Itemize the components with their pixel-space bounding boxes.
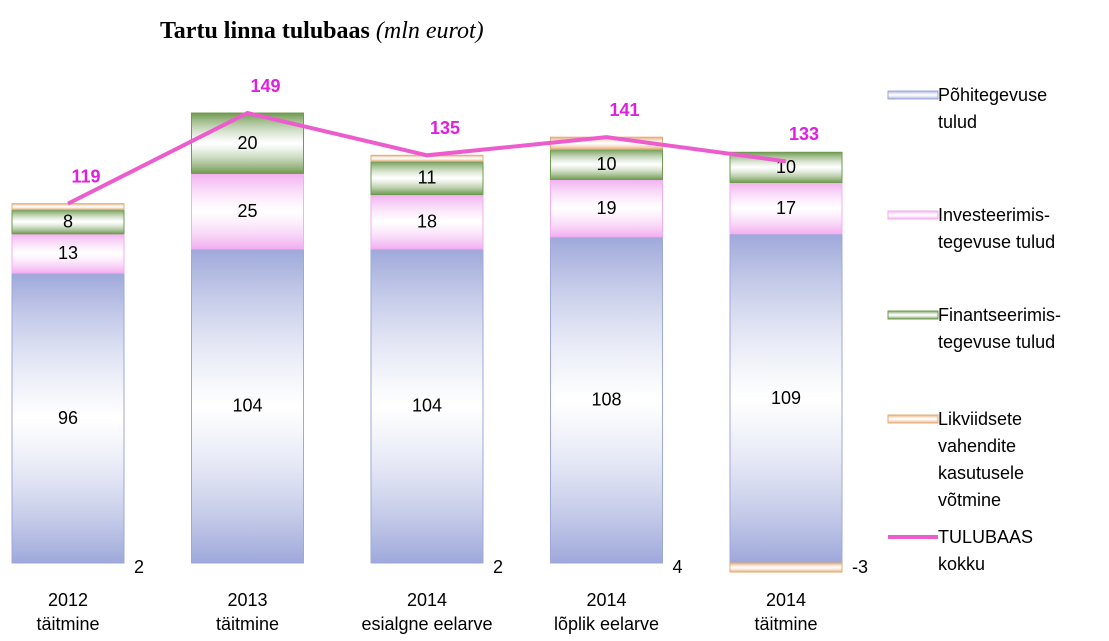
- bar-segment: [550, 236, 663, 564]
- legend-label: Investeerimis-tegevuse tulud: [938, 205, 1056, 252]
- data-label: 25: [237, 201, 257, 221]
- bar-segment: [191, 248, 304, 564]
- bar-segment: [11, 233, 125, 274]
- chart-title-block: Tartu linna tulubaas (mln eurot): [160, 18, 484, 45]
- chart-title: Tartu linna tulubaas: [160, 18, 370, 44]
- total-label: 135: [430, 118, 460, 138]
- legend-swatch: [887, 310, 939, 320]
- chart-subtitle: (mln eurot): [375, 18, 484, 44]
- data-label: 18: [417, 211, 437, 231]
- data-label: 2: [493, 557, 503, 577]
- data-label: 104: [232, 396, 262, 416]
- bar-segment: [370, 160, 484, 196]
- bar-segment: [370, 248, 484, 564]
- x-tick-label: 2014 täitmine: [754, 590, 818, 634]
- bar-segment: [191, 172, 304, 250]
- bar-segment: [550, 178, 663, 238]
- data-label: 11: [418, 168, 437, 188]
- legend-label: Põhitegevuse tulud: [938, 85, 1048, 132]
- bar-segment: [729, 562, 843, 573]
- data-label: 96: [58, 408, 78, 428]
- data-label: 8: [63, 211, 73, 231]
- x-tick-label: 2014 lõplik eelarve: [553, 590, 660, 634]
- data-label: 20: [237, 133, 257, 153]
- x-tick-label: 2013 täitmine: [215, 590, 280, 634]
- legend-swatch: [887, 210, 939, 220]
- total-label: 141: [609, 100, 639, 120]
- total-label: 133: [789, 124, 819, 144]
- legend-label: Finantseerimis-tegevuse tulud: [938, 305, 1062, 352]
- data-label: 10: [596, 154, 616, 174]
- data-label: -3: [852, 557, 868, 577]
- data-label: 17: [776, 198, 796, 218]
- legend-swatch: [887, 90, 939, 100]
- data-label: 13: [58, 243, 78, 263]
- bar-segment: [11, 272, 125, 564]
- data-label: 109: [771, 388, 801, 408]
- data-label: 19: [596, 198, 616, 218]
- data-label: 108: [591, 390, 621, 410]
- total-label: 149: [250, 76, 280, 96]
- bar-segment: [11, 209, 125, 235]
- total-label: 119: [71, 166, 100, 186]
- bar-segment: [729, 233, 843, 564]
- x-tick-label: 2012 täitmine: [36, 590, 100, 634]
- bar-segment: [729, 181, 843, 235]
- legend-label: Likviidsete vahendite kasutusele võtmine: [938, 409, 1025, 510]
- bar-segment: [11, 203, 125, 211]
- x-tick-label: 2014 esialgne eelarve: [361, 590, 493, 634]
- bar-segment: [370, 194, 484, 250]
- data-label: 2: [134, 557, 144, 577]
- total-line: [67, 110, 787, 206]
- legend-swatch: [887, 414, 939, 424]
- data-label: 4: [673, 557, 683, 577]
- data-label: 104: [412, 396, 442, 416]
- legend-label: TULUBAAS kokku: [938, 527, 1034, 574]
